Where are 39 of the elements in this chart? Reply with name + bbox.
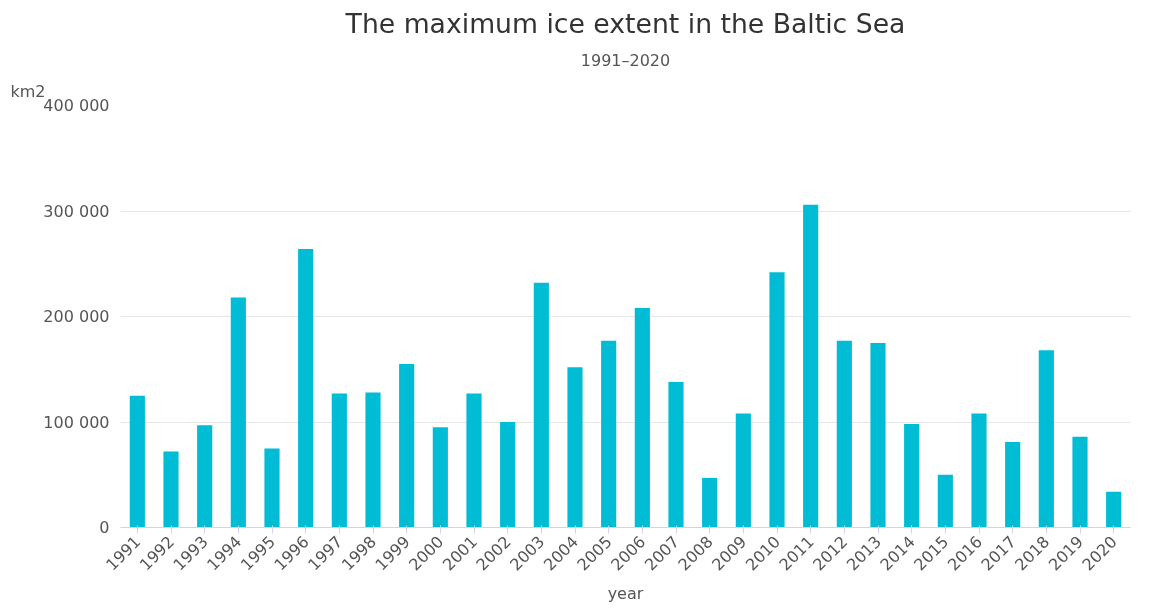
x-axis-title: year: [607, 583, 644, 603]
bar: [365, 392, 381, 528]
bar: [500, 422, 516, 528]
y-tick-label: 400 000: [43, 96, 110, 115]
y-tick-label: 300 000: [43, 201, 110, 221]
bar: [769, 272, 785, 528]
chart-subtitle: 1991–2020: [580, 50, 671, 70]
bar: [735, 413, 751, 528]
y-tick-label: 200 000: [43, 307, 110, 326]
chart-title: The maximum ice extent in the Baltic Sea: [344, 7, 906, 39]
bar: [230, 297, 246, 528]
y-tick-label: 0: [99, 518, 110, 537]
y-axis-title: km2: [10, 81, 46, 101]
bar: [163, 451, 179, 528]
bar: [1038, 350, 1054, 528]
bar: [668, 381, 684, 528]
bar: [1005, 442, 1021, 528]
bar: [601, 340, 617, 528]
bar: [803, 204, 819, 528]
bar: [533, 282, 549, 528]
bar: [937, 474, 953, 528]
bar: [197, 425, 213, 528]
bar: [1072, 436, 1088, 528]
bar: [129, 395, 145, 528]
bar: [971, 413, 987, 528]
bar: [298, 248, 314, 528]
bar: [264, 448, 280, 528]
bar: [904, 424, 920, 528]
bar: [870, 342, 886, 528]
bar: [1106, 491, 1122, 528]
bar: [634, 308, 650, 528]
bar: [399, 363, 415, 528]
bar: [702, 477, 718, 528]
bar: [567, 367, 583, 528]
bar: [432, 427, 448, 528]
bar: [836, 340, 852, 528]
y-tick-label: 100 000: [43, 412, 110, 432]
bar: [331, 393, 347, 528]
bar: [466, 393, 482, 528]
